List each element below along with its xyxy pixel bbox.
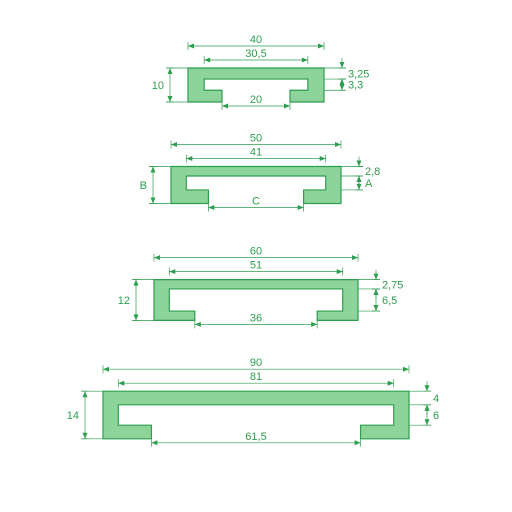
profile-2-dim-height: B xyxy=(140,180,147,192)
profile-3-dim-outer-w: 60 xyxy=(250,246,262,258)
profile-1-dim-height: 10 xyxy=(152,80,164,92)
profile-1-dim-outer-w: 40 xyxy=(250,34,262,46)
profile-4-dim-inner-w: 81 xyxy=(250,371,262,383)
profile-4-dim-flange: 4 xyxy=(433,393,439,405)
profile-3-dim-band: 6,5 xyxy=(382,295,397,307)
profile-1-dim-inner-w: 30,5 xyxy=(245,48,266,60)
profile-2-dim-outer-w: 50 xyxy=(250,132,262,144)
profile-2-dim-inner-w: 41 xyxy=(250,146,262,158)
profile-3-dim-gap: 36 xyxy=(250,312,262,324)
profile-4-dim-gap: 61,5 xyxy=(245,431,266,443)
profile-4-dim-height: 14 xyxy=(67,410,79,422)
profile-2-dim-band: A xyxy=(365,178,373,190)
profile-4-dim-band: 6 xyxy=(433,410,439,422)
profile-4-dim-outer-w: 90 xyxy=(250,357,262,369)
profile-3-dim-flange: 2,75 xyxy=(382,279,403,291)
technical-drawing: 4030,520103,253,35041CB2,8A605136122,756… xyxy=(0,0,512,512)
profile-3-dim-inner-w: 51 xyxy=(250,260,262,272)
profile-1-dim-band: 3,3 xyxy=(348,80,363,92)
profile-2-dim-gap: C xyxy=(252,196,260,208)
profile-2-dim-flange: 2,8 xyxy=(365,166,380,178)
profile-1-dim-gap: 20 xyxy=(250,94,262,106)
profile-3-dim-height: 12 xyxy=(118,295,130,307)
